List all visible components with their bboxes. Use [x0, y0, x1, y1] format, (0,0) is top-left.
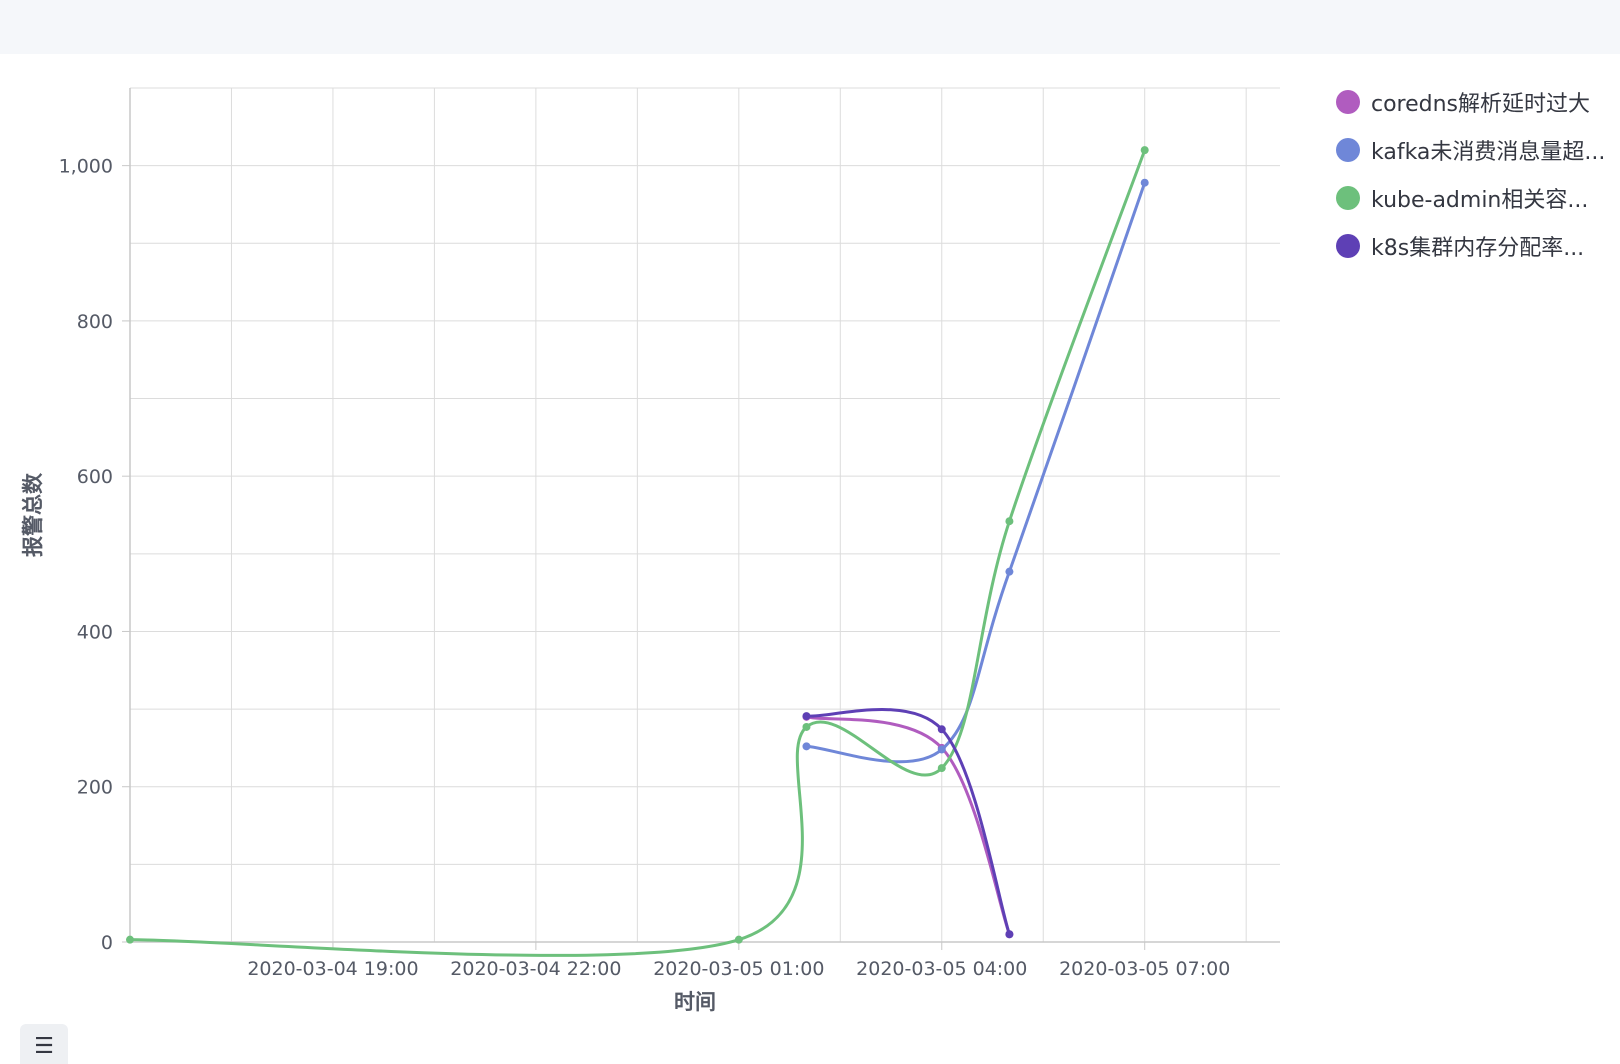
- y-axis-title: 报警总数: [21, 472, 45, 557]
- x-tick-label: 2020-03-04 19:00: [247, 958, 418, 980]
- data-point[interactable]: [802, 722, 811, 731]
- data-point[interactable]: [937, 764, 946, 773]
- y-tick-label: 1,000: [59, 156, 113, 178]
- legend-item[interactable]: k8s集群内存分配率...: [1336, 222, 1620, 270]
- y-tick-label: 200: [77, 777, 113, 799]
- series-group: [126, 146, 1149, 957]
- top-bar: [0, 0, 1620, 54]
- data-point[interactable]: [1005, 930, 1014, 939]
- legend-label: k8s集群内存分配率...: [1371, 236, 1585, 261]
- legend-item[interactable]: kafka未消费消息量超...: [1336, 126, 1620, 174]
- data-point[interactable]: [802, 742, 811, 751]
- grid: [129, 87, 1280, 943]
- legend-color-dot: [1336, 138, 1360, 162]
- legend-label: kafka未消费消息量超...: [1371, 140, 1606, 165]
- legend: coredns解析延时过大 kafka未消费消息量超... kube-admin相关…: [1336, 78, 1620, 270]
- x-axis-title: 时间: [674, 990, 716, 1014]
- legend-label: kube-admin相关容...: [1371, 188, 1589, 213]
- legend-item[interactable]: kube-admin相关容...: [1336, 174, 1620, 222]
- data-point[interactable]: [1140, 146, 1149, 155]
- data-point[interactable]: [937, 725, 946, 734]
- legend-item[interactable]: coredns解析延时过大: [1336, 78, 1620, 126]
- legend-color-dot: [1336, 90, 1360, 114]
- x-tick-label: 2020-03-04 22:00: [450, 958, 621, 980]
- legend-label: coredns解析延时过大: [1371, 92, 1591, 117]
- y-tick-label: 400: [77, 621, 113, 643]
- data-point[interactable]: [126, 935, 134, 944]
- y-tick-label: 800: [77, 311, 113, 333]
- series-line[interactable]: [804, 715, 1011, 936]
- data-point[interactable]: [1005, 517, 1014, 526]
- y-tick-label: 600: [77, 466, 113, 488]
- data-point[interactable]: [1005, 567, 1014, 576]
- legend-toggle-button[interactable]: ☰: [20, 1024, 68, 1064]
- series-3: [802, 708, 1014, 939]
- data-point[interactable]: [734, 935, 743, 944]
- data-point[interactable]: [937, 745, 946, 754]
- y-tick-label: 0: [101, 932, 113, 954]
- list-icon: ☰: [34, 1034, 54, 1059]
- legend-color-dot: [1336, 186, 1360, 210]
- series-line[interactable]: [128, 148, 1147, 957]
- data-point[interactable]: [1140, 178, 1149, 187]
- x-tick-label: 2020-03-05 04:00: [856, 958, 1027, 980]
- x-tick-label: 2020-03-05 07:00: [1059, 958, 1230, 980]
- data-point[interactable]: [802, 712, 811, 721]
- axes: [129, 88, 1280, 943]
- y-axis-ticks: 0 200 400 600 800 1,000: [59, 156, 130, 954]
- legend-color-dot: [1336, 234, 1360, 258]
- x-tick-label: 2020-03-05 01:00: [653, 958, 824, 980]
- x-axis-ticks: 2020-03-04 19:00 2020-03-04 22:00 2020-03-…: [247, 942, 1230, 980]
- chart-container: 0 200 400 600 800 1,000 2020-03-04 19:00 2020-…: [0, 54, 1620, 1060]
- series-2: [126, 146, 1149, 957]
